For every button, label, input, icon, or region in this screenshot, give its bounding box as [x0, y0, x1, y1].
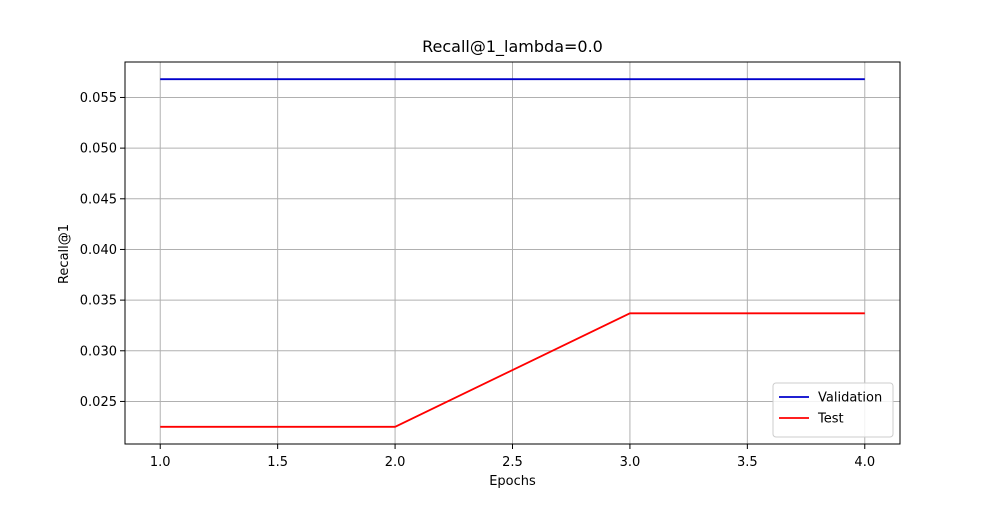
- x-axis-label: Epochs: [489, 474, 536, 489]
- series-lines: [160, 78, 865, 428]
- y-tick-label: 0.055: [80, 91, 117, 106]
- chart-title: Recall@1_lambda=0.0: [422, 37, 603, 57]
- axis-ticks: 1.0 1.5 2.0 2.5 3.0 3.5 4.0 0.025 0.030 0.035 0.04…: [80, 91, 875, 470]
- y-axis-label: Recall@1: [57, 224, 72, 284]
- y-tick-label: 0.030: [80, 344, 117, 359]
- y-tick-label: 0.025: [80, 395, 117, 410]
- x-tick-label: 2.0: [385, 455, 406, 470]
- legend: Validation Test: [772, 382, 894, 438]
- x-tick-label: 1.0: [150, 455, 171, 470]
- x-tick-label: 2.5: [502, 455, 523, 470]
- grid-lines: [125, 62, 900, 444]
- y-tick-label: 0.045: [80, 192, 117, 207]
- y-tick-label: 0.035: [80, 294, 117, 309]
- y-tick-label: 0.040: [80, 243, 117, 258]
- x-tick-label: 4.0: [854, 455, 875, 470]
- x-tick-label: 1.5: [267, 455, 288, 470]
- series-line-test: [160, 312, 865, 428]
- legend-label: Test: [817, 412, 844, 427]
- y-tick-label: 0.050: [80, 142, 117, 157]
- legend-label: Validation: [818, 391, 882, 406]
- x-tick-label: 3.0: [620, 455, 641, 470]
- x-tick-label: 3.5: [737, 455, 758, 470]
